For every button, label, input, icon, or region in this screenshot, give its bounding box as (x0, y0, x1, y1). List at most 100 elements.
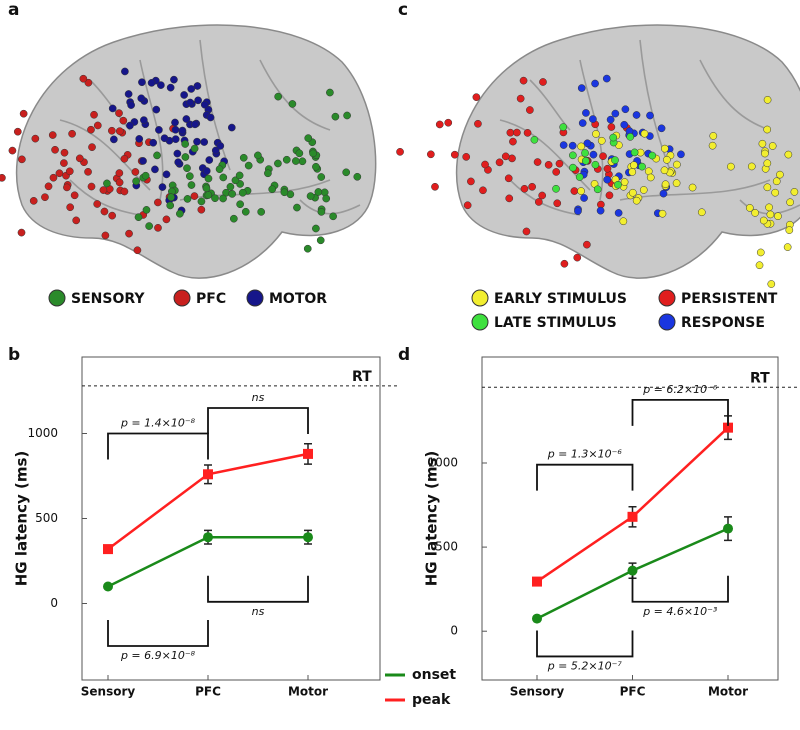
electrode-dot (519, 76, 528, 85)
electrode-dot (155, 126, 163, 134)
significance-label: p = 1.4×10⁻⁸ (120, 417, 196, 430)
electrode-dot (268, 185, 277, 194)
significance-bracket (536, 463, 634, 491)
electrode-dot (555, 159, 564, 168)
significance-label: p = 1.3×10⁻⁶ (547, 448, 623, 461)
electrode-dot (68, 129, 76, 138)
electrode-dot (8, 146, 17, 155)
significance-label: ns (252, 391, 265, 404)
electrode-dot (239, 153, 248, 162)
electrode-dot (766, 210, 775, 219)
electrode-dot (751, 209, 759, 217)
electrode-dot (544, 161, 553, 169)
electrode-dot (495, 158, 504, 167)
electrode-dot (606, 115, 615, 124)
electrode-dot (663, 155, 671, 164)
electrode-dot (178, 126, 187, 135)
electrode-dot (632, 196, 641, 205)
y-tick-label: 1000 (427, 455, 458, 469)
data-point (723, 422, 733, 433)
electrode-dot (614, 209, 623, 217)
legend-marker (658, 289, 676, 307)
electrode-dot (137, 94, 146, 103)
electrode-dot (575, 173, 584, 181)
electrode-dot (790, 188, 799, 196)
electrode-dot (552, 168, 561, 176)
electrode-dot (230, 214, 238, 223)
electrode-dot (228, 190, 237, 198)
electrode-dot (181, 153, 190, 161)
electrode-dot (638, 162, 646, 171)
electrode-dot (516, 94, 525, 103)
electrode-dot (157, 81, 165, 89)
electrode-dot (580, 194, 588, 202)
electrode-dot (577, 84, 586, 92)
electrode-dot (596, 206, 605, 215)
electrode-dot (202, 184, 211, 193)
electrode-dot (479, 186, 487, 195)
electrode-dot (90, 110, 98, 119)
electrode-dot (621, 105, 630, 114)
electrode-dot (530, 135, 539, 144)
electrode-dot (0, 173, 6, 182)
electrode-dot (18, 155, 26, 164)
electrode-dot (49, 173, 58, 182)
electrode-dot (176, 209, 184, 218)
electrode-dot (520, 184, 529, 193)
significance-bracket (107, 620, 209, 647)
electrode-dot (72, 216, 81, 225)
electrode-dot (182, 115, 191, 123)
legend-marker (471, 313, 489, 331)
electrode-dot (472, 93, 481, 102)
electrode-dot (183, 195, 192, 203)
x-tick-label: PFC (195, 685, 221, 699)
electrode-dot (607, 123, 616, 131)
x-tick-label: PFC (620, 685, 646, 699)
legend-label: PFC (196, 291, 226, 307)
x-tick-label: Sensory (510, 685, 565, 699)
electrode-dot (108, 104, 117, 113)
electrode-dot (552, 184, 560, 193)
electrode-dot (93, 121, 102, 130)
electrode-dot (202, 167, 211, 175)
electrode-dot (115, 178, 124, 187)
electrode-dot (353, 172, 362, 181)
electrode-dot (274, 159, 282, 168)
electrode-dot (79, 74, 88, 83)
electrode-dot (204, 191, 213, 199)
data-point (532, 613, 542, 624)
electrode-dot (66, 203, 75, 212)
plot-frame (81, 356, 381, 681)
electrode-dot (191, 120, 199, 129)
electrode-dot (115, 109, 123, 118)
data-point (203, 532, 213, 543)
electrode-dot (170, 75, 178, 84)
electrode-dot (180, 91, 188, 99)
electrode-dot (235, 171, 244, 180)
electrode-dot (688, 183, 697, 192)
electrode-dot (185, 172, 194, 181)
electrode-dot (171, 118, 179, 127)
electrode-dot (534, 198, 543, 206)
electrode-dot (211, 194, 219, 203)
plot-frame (481, 356, 779, 681)
electrode-dot (581, 157, 590, 165)
electrode-dot (160, 134, 169, 143)
electrode-dot (646, 173, 655, 182)
electrode-dot (186, 98, 195, 107)
electrode-dot (293, 203, 301, 212)
electrode-dot (88, 143, 96, 151)
electrode-dot (183, 164, 191, 173)
electrode-dot (648, 151, 657, 160)
electrode-dot (206, 113, 215, 122)
electrode-dot (331, 112, 340, 121)
significance-bracket (207, 575, 309, 603)
electrode-dot (553, 199, 562, 208)
electrode-dot (763, 95, 772, 104)
electrode-dot (264, 169, 272, 178)
electrode-dot (765, 203, 773, 212)
electrode-dot (639, 186, 648, 194)
legend-label: MOTOR (269, 291, 327, 307)
electrode-dot (758, 139, 767, 148)
electrode-dot (559, 141, 568, 149)
